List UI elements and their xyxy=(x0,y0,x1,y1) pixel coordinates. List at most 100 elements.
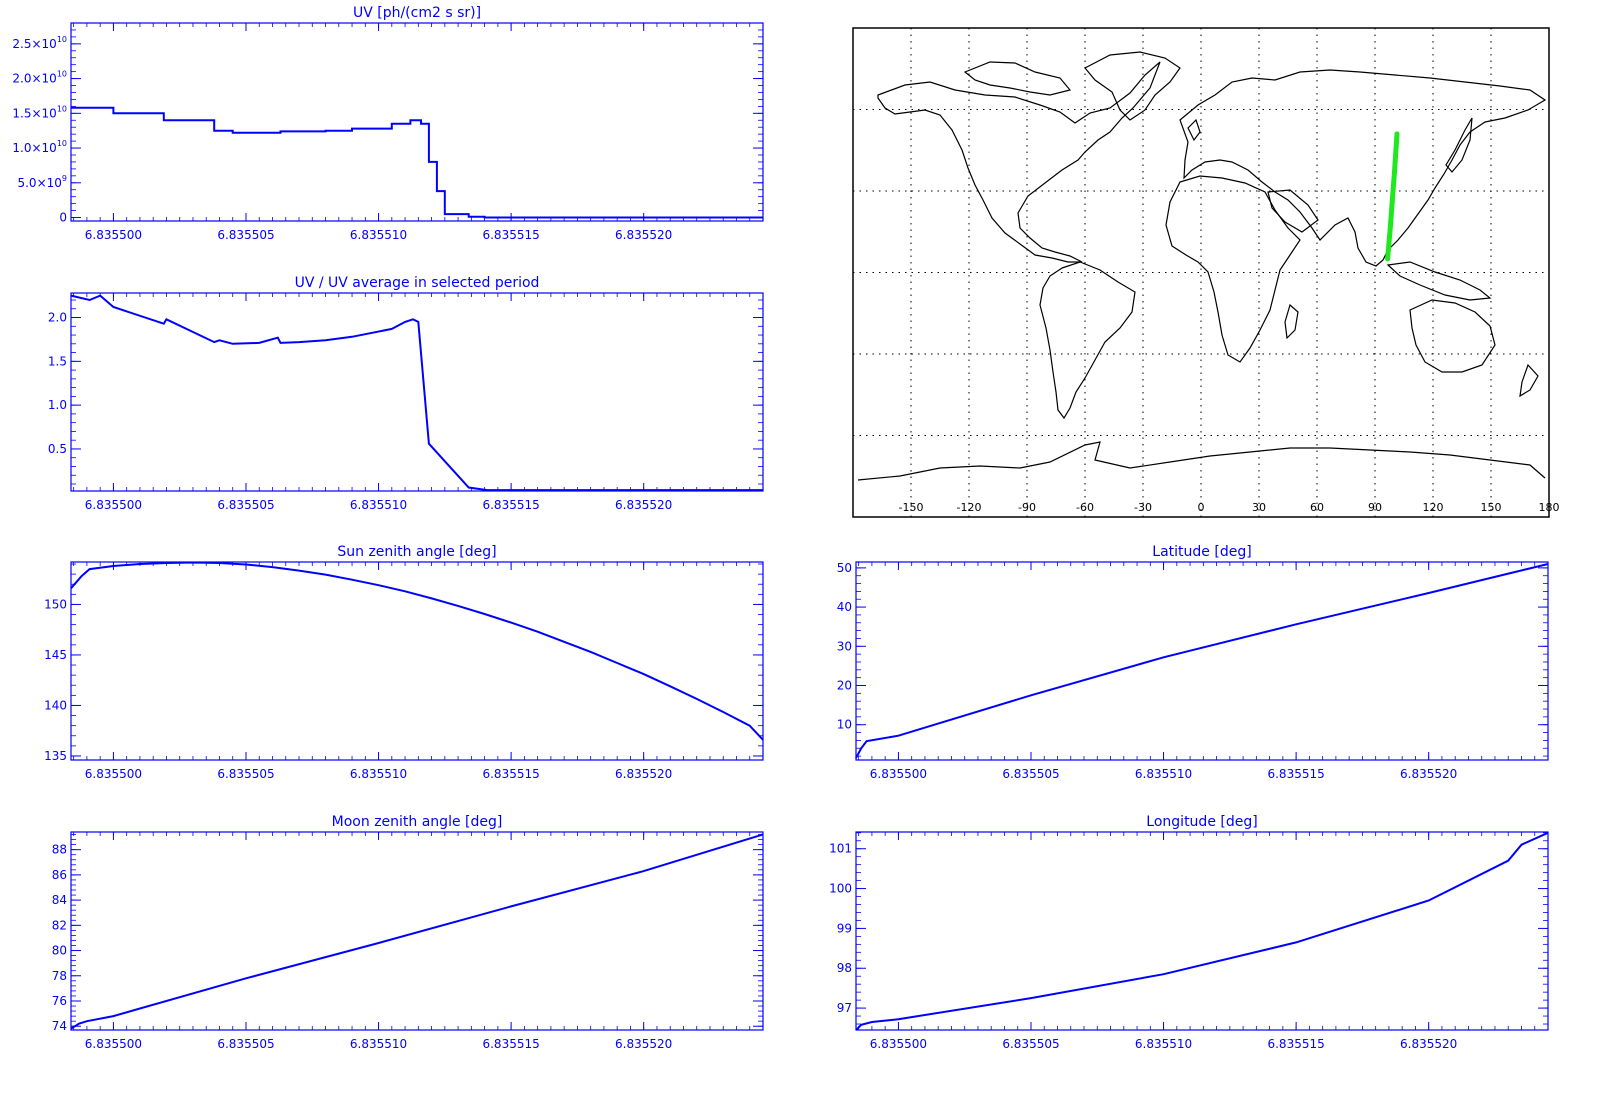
sun-zenith-plot-frame xyxy=(70,561,764,761)
uv-y-tick-label: 0 xyxy=(59,211,67,225)
sun-zenith-y-tick-label: 150 xyxy=(44,597,67,611)
moon-zenith-y-tick-label: 78 xyxy=(52,969,67,983)
latitude-panel: Latitude [deg] 6.835500 6.835505 6.835510 6.… xyxy=(837,544,1549,781)
coastlines xyxy=(857,51,1547,481)
latitude-x-tick-label: 6.835505 xyxy=(1002,767,1059,781)
latitude-series-line xyxy=(855,563,1549,759)
longitude-y-tick-label: 97 xyxy=(837,1001,852,1015)
uv-x-tick-label: 6.835500 xyxy=(85,228,142,242)
coastline-greenland xyxy=(1084,51,1181,121)
sun-zenith-series-line xyxy=(70,561,764,741)
map-x-tick-labels: -150 -120 -90 -60 -30 0 30 60 90 120 150 180 xyxy=(899,501,1560,514)
longitude-series-line xyxy=(855,831,1549,1031)
uv-ratio-y-tick-label: 1.0 xyxy=(48,398,67,412)
uv-ratio-x-tick-label: 6.835515 xyxy=(482,498,539,512)
map-grid xyxy=(853,28,1549,517)
sun-zenith-title: Sun zenith angle [deg] xyxy=(337,544,496,560)
moon-zenith-plot-frame xyxy=(70,831,764,1031)
latitude-y-tick-label: 50 xyxy=(837,561,852,575)
uv-series-line xyxy=(71,106,763,219)
moon-zenith-title: Moon zenith angle [deg] xyxy=(332,814,503,830)
map-frame xyxy=(852,27,1550,518)
uv-ratio-x-tick-label: 6.835505 xyxy=(217,498,274,512)
longitude-x-tick-label: 6.835505 xyxy=(1002,1037,1059,1051)
uv-x-tick-label: 6.835520 xyxy=(615,228,672,242)
moon-zenith-y-tick-label: 80 xyxy=(52,944,67,958)
sun-zenith-x-tick-label: 6.835500 xyxy=(85,767,142,781)
longitude-x-tick-label: 6.835515 xyxy=(1267,1037,1324,1051)
uv-y-tick-label: 1.5×1010 xyxy=(12,104,67,120)
moon-zenith-x-tick-label: 6.835520 xyxy=(615,1037,672,1051)
sun-zenith-x-tick-label: 6.835515 xyxy=(482,767,539,781)
coastline-south-america xyxy=(1039,261,1136,420)
moon-zenith-series-line xyxy=(70,833,764,1030)
uv-plot-frame xyxy=(70,22,764,222)
moon-zenith-x-tick-label: 6.835510 xyxy=(350,1037,407,1051)
map-x-tick-label: 60 xyxy=(1310,501,1324,514)
coastline-north-america xyxy=(877,61,1161,263)
moon-zenith-y-tick-label: 84 xyxy=(52,893,67,907)
uv-y-tick-label: 1.0×1010 xyxy=(12,139,67,155)
uv-y-tick-label: 5.0×109 xyxy=(17,174,67,190)
uv-ratio-y-tick-label: 1.5 xyxy=(48,354,67,368)
latitude-title: Latitude [deg] xyxy=(1152,544,1251,560)
latitude-y-tick-label: 20 xyxy=(837,679,852,693)
uv-ratio-x-tick-label: 6.835520 xyxy=(615,498,672,512)
longitude-x-tick-label: 6.835510 xyxy=(1135,1037,1192,1051)
latitude-y-tick-label: 30 xyxy=(837,639,852,653)
uv-ratio-y-tick-label: 2.0 xyxy=(48,311,67,325)
longitude-x-tick-label: 6.835500 xyxy=(870,1037,927,1051)
sun-zenith-panel: Sun zenith angle [deg] 6.835500 6.835505 6.… xyxy=(44,544,764,781)
coastline-antarctica xyxy=(857,441,1546,481)
uv-x-tick-label: 6.835510 xyxy=(350,228,407,242)
uv-ratio-x-tick-label: 6.835510 xyxy=(350,498,407,512)
coastline-new-zealand xyxy=(1519,363,1539,398)
longitude-y-tick-label: 99 xyxy=(837,921,852,935)
latitude-x-tick-label: 6.835520 xyxy=(1400,767,1457,781)
map-x-tick-label: 0 xyxy=(1198,501,1205,514)
map-x-tick-label: 150 xyxy=(1481,501,1502,514)
sun-zenith-x-tick-label: 6.835510 xyxy=(350,767,407,781)
satellite-track xyxy=(1385,131,1400,262)
moon-zenith-y-tick-label: 74 xyxy=(52,1019,67,1033)
uv-ratio-series-line xyxy=(70,294,763,492)
coastline-eurasia xyxy=(1179,69,1547,267)
uv-x-tick-label: 6.835505 xyxy=(217,228,274,242)
coastline-british-isles xyxy=(1187,118,1201,142)
uv-ratio-x-tick-label: 6.835500 xyxy=(85,498,142,512)
uv-ratio-title: UV / UV average in selected period xyxy=(295,275,540,291)
map-x-tick-label: 120 xyxy=(1423,501,1444,514)
longitude-x-tick-label: 6.835520 xyxy=(1400,1037,1457,1051)
uv-ratio-y-tick-label: 0.5 xyxy=(48,442,67,456)
coastline-arctic-islands xyxy=(963,61,1072,96)
sun-zenith-y-tick-label: 145 xyxy=(44,648,67,662)
world-map-panel: -150 -120 -90 -60 -30 0 30 60 90 120 150 180 xyxy=(852,27,1560,518)
uv-y-tick-label: 2.5×1010 xyxy=(12,35,67,51)
latitude-y-tick-label: 10 xyxy=(837,718,852,732)
coastline-japan xyxy=(1445,117,1473,173)
latitude-plot-frame xyxy=(855,561,1549,761)
sun-zenith-y-tick-label: 135 xyxy=(44,749,67,763)
moon-zenith-x-tick-label: 6.835515 xyxy=(482,1037,539,1051)
map-x-tick-label: -120 xyxy=(957,501,982,514)
moon-zenith-y-tick-label: 76 xyxy=(52,994,67,1008)
coastline-sea-islands xyxy=(1386,261,1492,301)
longitude-panel: Longitude [deg] 6.835500 6.835505 6.835510 6… xyxy=(829,814,1549,1051)
map-x-tick-label: 90 xyxy=(1368,501,1382,514)
longitude-plot-frame xyxy=(855,831,1549,1031)
moon-zenith-y-tick-label: 86 xyxy=(52,868,67,882)
longitude-y-tick-label: 100 xyxy=(829,882,852,896)
sun-zenith-x-tick-label: 6.835520 xyxy=(615,767,672,781)
latitude-y-tick-label: 40 xyxy=(837,600,852,614)
coastline-arabia xyxy=(1267,189,1319,233)
longitude-y-tick-label: 101 xyxy=(829,842,852,856)
map-x-tick-label: 30 xyxy=(1252,501,1266,514)
uv-ratio-panel: UV / UV average in selected period 6.8355… xyxy=(48,275,764,512)
coastline-madagascar xyxy=(1284,303,1299,340)
uv-y-tick-label: 2.0×1010 xyxy=(12,70,67,86)
latitude-x-tick-label: 6.835515 xyxy=(1267,767,1324,781)
moon-zenith-x-tick-label: 6.835500 xyxy=(85,1037,142,1051)
moon-zenith-y-tick-label: 82 xyxy=(52,918,67,932)
uv-ratio-plot-frame xyxy=(70,292,764,492)
longitude-title: Longitude [deg] xyxy=(1146,814,1257,830)
